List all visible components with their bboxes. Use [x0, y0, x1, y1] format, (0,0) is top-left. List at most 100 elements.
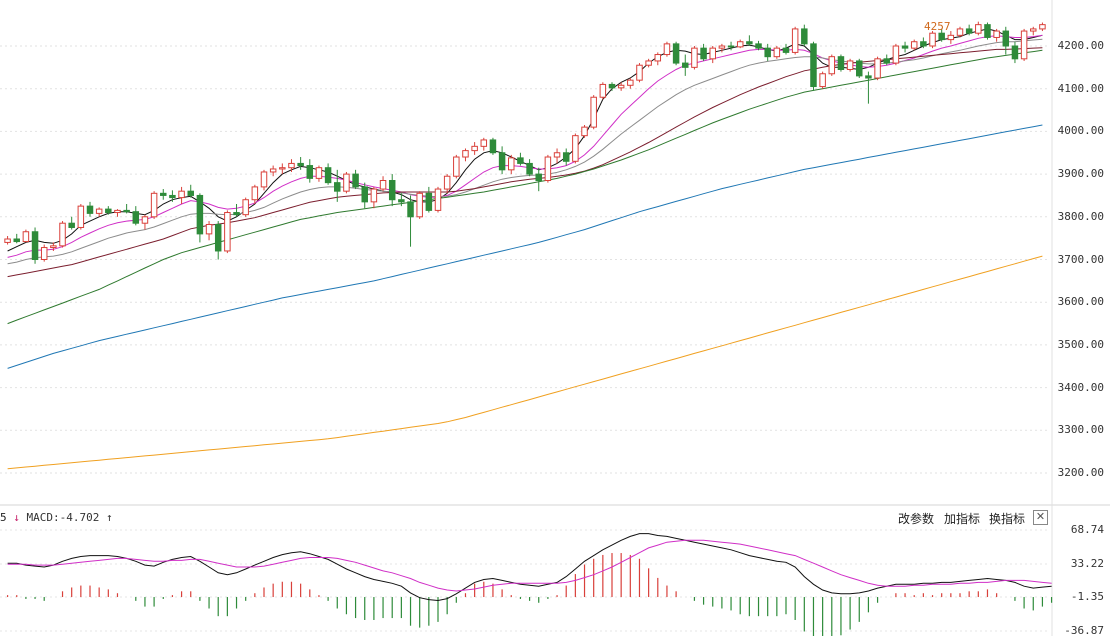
candle-body — [508, 157, 515, 171]
candle-body — [343, 173, 350, 192]
candle-body — [178, 190, 185, 199]
price-tick-label: 3500.00 — [1057, 337, 1104, 351]
candle-body — [856, 60, 863, 77]
candle-body — [801, 28, 808, 45]
price-tick-label: 4200.00 — [1057, 39, 1104, 52]
candle-body — [22, 231, 30, 243]
candle-body — [77, 205, 85, 228]
candle-body — [627, 79, 634, 86]
candle-body — [700, 47, 707, 60]
candle-body — [663, 43, 671, 56]
candle-body — [279, 167, 286, 170]
candle-body — [672, 43, 680, 64]
candle-body — [1039, 24, 1046, 30]
candle-body — [901, 45, 909, 49]
candle-body — [581, 126, 588, 137]
add-indicator-button[interactable]: 加指标 — [944, 512, 981, 526]
price-tick-label: 3600.00 — [1057, 295, 1104, 309]
candle-body — [736, 41, 744, 48]
candle-body — [4, 238, 11, 243]
candle-body — [691, 47, 698, 68]
candle-body — [984, 24, 991, 38]
candle-body — [50, 245, 57, 249]
close-icon[interactable]: ✕ — [1033, 510, 1048, 525]
price-tick-label: 3400.00 — [1057, 380, 1104, 394]
candle-body — [828, 56, 836, 75]
switch-indicator-button[interactable]: 换指标 — [989, 512, 1026, 526]
candle-body — [233, 212, 240, 216]
candle-body — [288, 162, 295, 169]
candle-body — [251, 186, 259, 201]
candle-body — [553, 152, 561, 158]
candle-body — [910, 41, 918, 49]
candle-body — [874, 58, 881, 79]
candle-body — [883, 58, 890, 64]
candle-body — [352, 173, 359, 188]
candle-body — [315, 167, 323, 179]
candle-body — [150, 192, 158, 218]
candle-body — [727, 45, 735, 48]
candle-body — [617, 84, 625, 89]
arrow-up-icon[interactable]: ↑ — [105, 511, 113, 524]
change-params-button[interactable]: 改参数 — [898, 512, 935, 526]
candle-body — [306, 165, 314, 179]
moving-average-line — [7, 47, 1043, 278]
macd-tick-label: -36.87 — [1064, 624, 1104, 637]
candle-body — [95, 208, 103, 214]
candle-body — [169, 194, 176, 199]
candle-body — [1020, 30, 1028, 60]
candle-body — [86, 205, 94, 214]
macd-tick-label: 33.22 — [1070, 556, 1104, 570]
candle-body — [562, 152, 570, 162]
candle-body — [892, 45, 900, 64]
candle-body — [160, 192, 167, 196]
candle-body — [947, 34, 955, 41]
candle-body — [590, 96, 597, 128]
candle-body — [269, 168, 277, 173]
macd-indicator-label: 5 ↓ MACD:-4.702 ↑ — [0, 511, 113, 524]
macd-dif-line — [7, 533, 1052, 602]
candle-body — [755, 43, 762, 49]
candle-body — [187, 190, 194, 196]
candle-body — [572, 135, 579, 162]
candle-body — [489, 139, 497, 154]
arrow-down-icon: ↓ — [13, 511, 20, 524]
candle-body — [764, 47, 771, 58]
candle-body — [709, 47, 716, 60]
candle-body — [920, 41, 927, 47]
candle-body — [388, 180, 396, 201]
moving-average-line — [7, 49, 1043, 325]
candle-body — [965, 28, 973, 34]
candle-body — [370, 188, 378, 203]
macd-dea-line — [7, 539, 1052, 592]
candle-body — [544, 156, 552, 182]
candle-body — [398, 199, 405, 203]
price-peak-label: 4257 — [924, 20, 951, 33]
candle-body — [654, 54, 662, 62]
macd-prefix: 5 — [0, 511, 7, 524]
candle-body — [361, 186, 368, 203]
candle-body — [1011, 45, 1019, 60]
candle-body — [425, 192, 433, 211]
candle-body — [865, 75, 872, 79]
candle-body — [975, 24, 982, 34]
moving-average-line — [7, 38, 1043, 265]
price-tick-label: 4000.00 — [1057, 124, 1104, 138]
candle-body — [434, 188, 442, 211]
candle-body — [810, 43, 817, 88]
candle-body — [132, 211, 140, 224]
moving-average-line — [7, 34, 1043, 258]
candle-body — [123, 209, 130, 213]
candle-body — [31, 231, 39, 260]
candle-body — [517, 157, 524, 164]
candle-body — [1030, 28, 1037, 32]
candle-body — [334, 182, 341, 192]
candle-body — [498, 152, 506, 171]
candle-body — [929, 32, 936, 47]
price-tick-label: 3800.00 — [1057, 209, 1104, 223]
candle-body — [526, 162, 533, 175]
candle-body — [13, 238, 20, 243]
candle-body — [379, 180, 387, 190]
